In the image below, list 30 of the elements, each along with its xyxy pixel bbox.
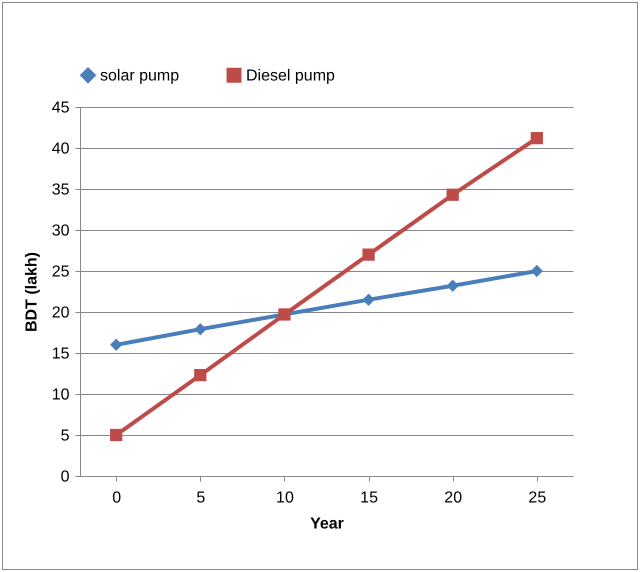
point <box>110 428 122 442</box>
point <box>194 369 206 382</box>
x-tick-label: 5 <box>196 490 206 506</box>
point <box>362 294 375 306</box>
y-tick-label: 5 <box>60 428 70 444</box>
y-tick-label: 10 <box>52 386 70 404</box>
y-tick-label: 45 <box>52 100 70 116</box>
x-tick-label: 10 <box>276 490 294 506</box>
y-tick-label: 40 <box>52 140 70 158</box>
point <box>194 323 206 336</box>
y-tick-label: 30 <box>52 222 70 240</box>
legend-label: solar pump <box>100 67 180 84</box>
point <box>530 132 543 144</box>
point <box>446 188 459 201</box>
point <box>110 338 122 351</box>
point <box>530 264 543 278</box>
point <box>362 248 375 261</box>
y-axis-title: BDT (lakh) <box>24 252 41 332</box>
x-tick-label: 15 <box>360 490 378 506</box>
legend-label: Diesel pump <box>246 67 336 84</box>
x-axis-title: Year <box>310 516 344 532</box>
y-tick-label: 25 <box>52 264 70 280</box>
y-tick-label: 15 <box>52 346 70 362</box>
x-tick-label: 0 <box>112 490 122 506</box>
x-tick-label: 25 <box>528 490 546 506</box>
y-tick-label: 35 <box>52 182 70 198</box>
point <box>446 280 459 292</box>
y-tick-label: 0 <box>60 468 70 486</box>
x-tick-label: 20 <box>444 490 462 506</box>
y-tick-label: 20 <box>52 304 70 322</box>
